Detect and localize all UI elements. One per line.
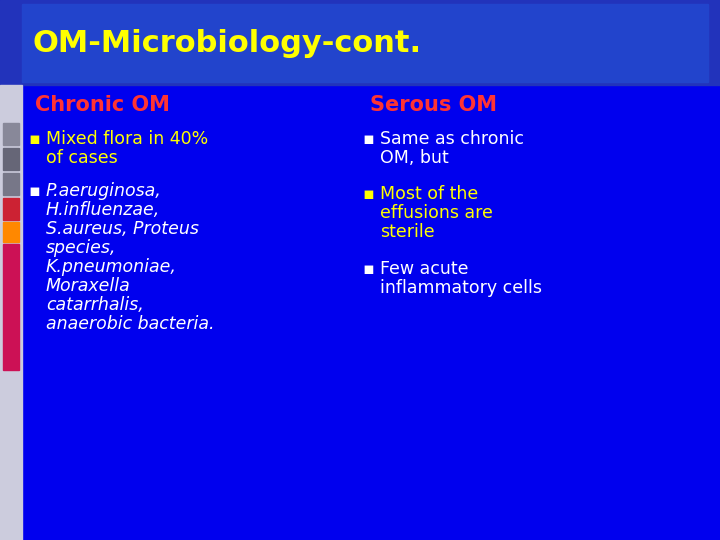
Text: inflammatory cells: inflammatory cells [380, 279, 542, 297]
Text: Moraxella: Moraxella [46, 277, 131, 295]
Bar [3, 173, 19, 195]
Text: Chronic OM: Chronic OM [35, 95, 170, 115]
Bar [3, 123, 19, 145]
Bar [0, 0, 720, 85]
Text: ▪: ▪ [362, 260, 374, 278]
Text: OM, but: OM, but [380, 149, 449, 167]
Text: sterile: sterile [380, 223, 435, 241]
Text: S.aureus, Proteus: S.aureus, Proteus [46, 220, 199, 238]
Bar [0, 85, 22, 540]
Text: K.pneumoniae,: K.pneumoniae, [46, 258, 177, 276]
Bar [3, 222, 19, 242]
Text: ▪: ▪ [362, 185, 374, 203]
Text: Same as chronic: Same as chronic [380, 130, 524, 148]
Text: ▪: ▪ [28, 130, 40, 148]
Text: P.aeruginosa,: P.aeruginosa, [46, 182, 162, 200]
Text: Most of the: Most of the [380, 185, 478, 203]
Text: ▪: ▪ [362, 130, 374, 148]
Bar [3, 198, 19, 220]
Bar [3, 148, 19, 170]
Text: of cases: of cases [46, 149, 118, 167]
Text: catarrhalis,: catarrhalis, [46, 296, 144, 314]
Text: H.influenzae,: H.influenzae, [46, 201, 161, 219]
Text: anaerobic bacteria.: anaerobic bacteria. [46, 315, 215, 333]
Text: effusions are: effusions are [380, 204, 493, 222]
Text: ▪: ▪ [28, 182, 40, 200]
Text: Mixed flora in 40%: Mixed flora in 40% [46, 130, 208, 148]
Text: Serous OM: Serous OM [370, 95, 497, 115]
Text: species,: species, [46, 239, 117, 257]
Bar [3, 244, 19, 370]
Text: OM-Microbiology-cont.: OM-Microbiology-cont. [32, 29, 421, 57]
Text: Few acute: Few acute [380, 260, 469, 278]
Bar [22, 4, 708, 82]
